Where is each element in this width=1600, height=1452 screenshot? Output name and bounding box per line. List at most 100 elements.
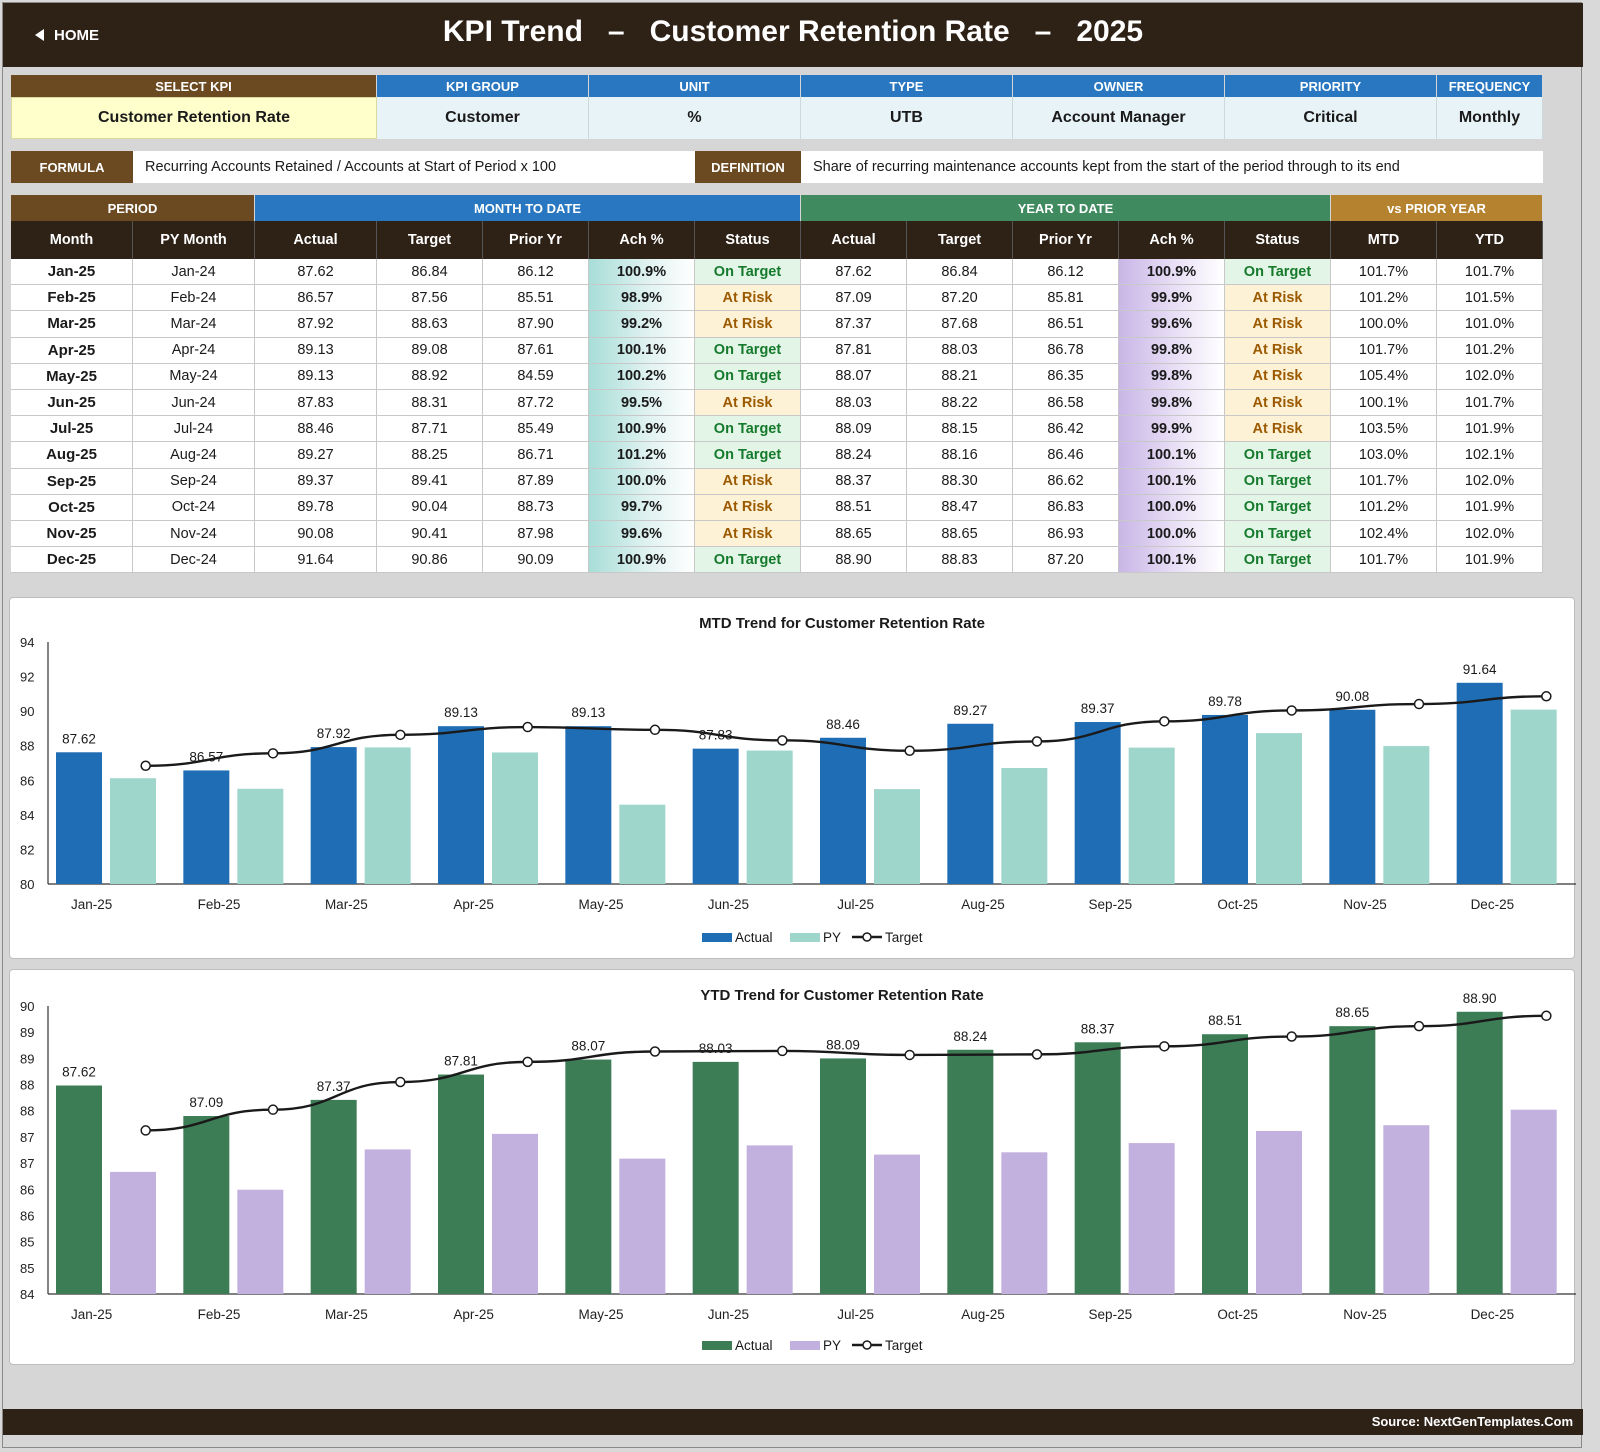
table-cell: 100.1% [1331, 390, 1437, 417]
actual-data-label: 89.37 [1081, 701, 1115, 716]
x-tick-label: Dec-25 [1471, 1307, 1515, 1322]
x-tick-label: Jul-25 [837, 897, 874, 912]
table-cell: 88.31 [377, 390, 483, 417]
actual-data-label: 87.92 [317, 726, 351, 741]
table-cell: 101.7% [1437, 259, 1543, 286]
y-tick-label: 89 [20, 1025, 34, 1040]
table-cell: Apr-25 [11, 337, 133, 364]
py-bar [237, 1189, 284, 1294]
target-point [777, 735, 788, 746]
home-button[interactable]: HOME [35, 21, 99, 49]
table-cell: 88.90 [801, 547, 907, 574]
table-cell: 101.7% [1437, 390, 1543, 417]
table-cell: 88.83 [907, 547, 1013, 574]
status-badge: At Risk [695, 311, 801, 338]
actual-data-label: 87.09 [189, 1095, 223, 1110]
table-cell: 102.4% [1331, 521, 1437, 548]
source-credit: Source: NextGenTemplates.Com [1371, 1414, 1573, 1429]
table-cell: 90.86 [377, 547, 483, 574]
actual-bar [1329, 1026, 1376, 1294]
y-tick-label: 84 [20, 1287, 34, 1302]
table-cell: Aug-25 [11, 442, 133, 469]
table-column-header: Target [907, 221, 1013, 259]
legend-py-label: PY [823, 1338, 841, 1353]
status-badge: At Risk [1225, 363, 1331, 390]
legend-actual-swatch [702, 1341, 732, 1350]
table-cell: 86.35 [1013, 363, 1119, 390]
ytd-trend-chart: YTD Trend for Customer Retention Rate 84 8… [20, 987, 1576, 1353]
actual-data-label: 87.37 [317, 1079, 351, 1094]
y-tick-label: 87 [20, 1156, 34, 1171]
table-cell: 103.0% [1331, 442, 1437, 469]
y-tick-label: 84 [20, 808, 34, 823]
table-column-header: PY Month [133, 221, 255, 259]
actual-data-label: 89.78 [1208, 694, 1242, 709]
table-row: Dec-25 Dec-24 91.64 90.86 90.09 100.9% On Targ… [11, 547, 1543, 574]
table-cell: Nov-24 [133, 521, 255, 548]
table-cell: 87.71 [377, 416, 483, 443]
table-cell: 99.8% [1119, 337, 1225, 364]
py-bar [492, 1133, 538, 1294]
table-row: Sep-25 Sep-24 89.37 89.41 87.89 100.0% At Risk… [11, 468, 1543, 495]
table-cell: Mar-24 [133, 311, 255, 338]
actual-bar [56, 1085, 102, 1294]
actual-bar [1456, 682, 1503, 884]
actual-data-label: 91.64 [1463, 662, 1497, 677]
y-tick-label: 82 [20, 842, 34, 857]
y-tick-label: 89 [20, 1051, 34, 1066]
actual-data-label: 88.07 [571, 1039, 605, 1054]
actual-bar [565, 726, 612, 884]
mtd-trend-chart: MTD Trend for Customer Retention Rate 80 8… [20, 615, 1576, 945]
target-point [1286, 1031, 1297, 1042]
x-tick-label: Mar-25 [325, 897, 368, 912]
table-cell: Sep-25 [11, 468, 133, 495]
table-cell: 100.0% [1119, 521, 1225, 548]
table-cell: 100.1% [589, 337, 695, 364]
py-bar [874, 789, 920, 884]
legend-target-marker [862, 1340, 872, 1350]
legend-py-swatch [790, 933, 820, 942]
kpi-info-value: Account Manager [1013, 97, 1225, 139]
table-cell: 101.7% [1331, 468, 1437, 495]
table-group-header: PERIOD [11, 195, 254, 221]
status-badge: On Target [695, 337, 801, 364]
y-tick-label: 88 [20, 739, 34, 754]
x-tick-label: Feb-25 [198, 1307, 241, 1322]
x-tick-label: Oct-25 [1217, 1307, 1258, 1322]
target-point [522, 1056, 533, 1068]
table-cell: 87.61 [483, 337, 589, 364]
table-cell: 98.9% [589, 285, 695, 312]
table-group-header: vs PRIOR YEAR [1331, 195, 1542, 221]
x-tick-label: Aug-25 [961, 897, 1005, 912]
actual-data-label: 88.65 [1335, 1005, 1369, 1020]
actual-data-label: 87.62 [62, 1064, 96, 1079]
table-cell: 86.51 [1013, 311, 1119, 338]
table-cell: 84.59 [483, 363, 589, 390]
table-cell: 88.03 [907, 337, 1013, 364]
table-cell: Jun-24 [133, 390, 255, 417]
table-row: Oct-25 Oct-24 89.78 90.04 88.73 99.7% At Risk 8… [11, 494, 1543, 521]
target-point [267, 748, 279, 759]
table-cell: 99.2% [589, 311, 695, 338]
x-tick-label: Aug-25 [961, 1307, 1005, 1322]
actual-bar [1074, 1042, 1121, 1294]
table-group-header: YEAR TO DATE [801, 195, 1330, 221]
table-row: Aug-25 Aug-24 89.27 88.25 86.71 101.2% On Targ… [11, 442, 1543, 469]
actual-data-label: 89.13 [444, 705, 478, 720]
table-cell: 88.63 [377, 311, 483, 338]
actual-bar [56, 752, 102, 884]
table-cell: 101.2% [1437, 337, 1543, 364]
x-tick-label: Mar-25 [325, 1307, 368, 1322]
table-cell: 99.9% [1119, 285, 1225, 312]
status-badge: On Target [695, 442, 801, 469]
actual-bar [1074, 722, 1121, 884]
actual-bar [692, 1061, 739, 1294]
target-point [1031, 1049, 1043, 1060]
actual-bar [183, 1116, 230, 1294]
table-cell: 88.51 [801, 494, 907, 521]
table-cell: 86.78 [1013, 337, 1119, 364]
select-kpi-dropdown[interactable]: Customer Retention Rate [11, 97, 377, 139]
table-cell: 87.83 [255, 390, 377, 417]
table-cell: 101.9% [1437, 416, 1543, 443]
table-cell: 88.25 [377, 442, 483, 469]
